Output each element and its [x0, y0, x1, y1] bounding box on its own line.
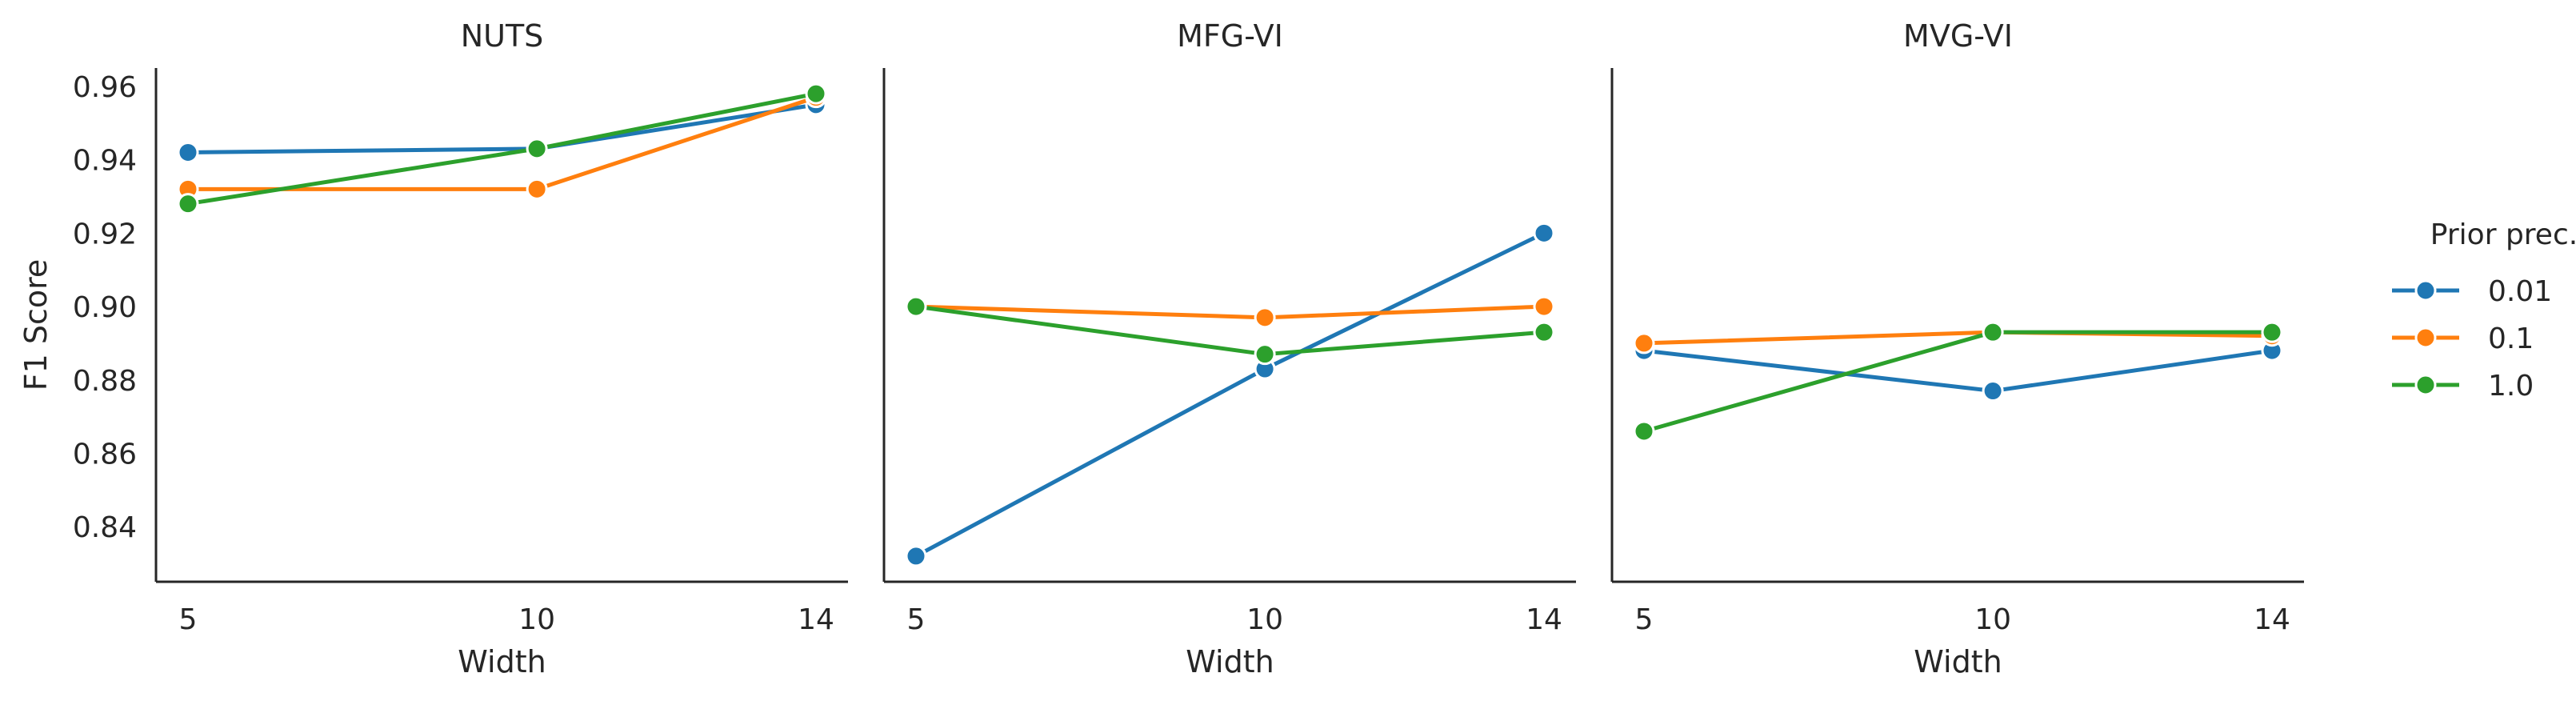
legend-title: Prior prec.: [2430, 218, 2576, 251]
data-point-0.1: [1533, 295, 1555, 318]
y-tick-label: 0.96: [73, 71, 137, 104]
legend-label: 1.0: [2488, 370, 2534, 403]
legend-marker-1.0: [2414, 374, 2437, 396]
y-tick-label: 0.94: [73, 145, 137, 178]
data-point-1.0: [1254, 343, 1276, 366]
data-point-1.0: [1533, 321, 1555, 343]
panel-title: NUTS: [461, 18, 544, 54]
panel-title: MFG-VI: [1177, 18, 1283, 54]
legend-marker-0.01: [2414, 279, 2437, 302]
y-tick-label: 0.84: [73, 511, 137, 544]
data-point-0.01: [1533, 222, 1555, 244]
data-point-1.0: [1982, 321, 2004, 343]
x-tick-label: 14: [2254, 603, 2290, 636]
series-line-0.01: [1643, 348, 2273, 394]
panel-title: MVG-VI: [1903, 18, 2013, 54]
y-tick-label: 0.90: [73, 291, 137, 324]
y-tick-label: 0.88: [73, 365, 137, 398]
data-point-1.0: [905, 295, 927, 318]
legend-label: 0.1: [2488, 322, 2534, 355]
series-line-0.1: [915, 304, 1545, 320]
data-point-1.0: [177, 193, 199, 215]
x-axis-label: Width: [458, 644, 546, 679]
x-axis-label: Width: [1914, 644, 2002, 679]
x-tick-label: 10: [1974, 603, 2011, 636]
data-point-1.0: [2261, 321, 2283, 343]
x-tick-label: 5: [179, 603, 198, 636]
data-point-0.01: [177, 141, 199, 163]
x-tick-label: 10: [518, 603, 555, 636]
series-line-0.01: [914, 231, 1546, 559]
x-tick-label: 10: [1246, 603, 1283, 636]
data-point-1.0: [1633, 420, 1655, 443]
data-point-1.0: [526, 138, 548, 160]
data-point-1.0: [805, 82, 827, 105]
x-axis-label: Width: [1186, 644, 1274, 679]
y-tick-label: 0.86: [73, 439, 137, 471]
x-tick-label: 14: [798, 603, 834, 636]
series-line-1.0: [1643, 330, 2272, 434]
data-point-0.1: [526, 178, 548, 200]
series-line-1.0: [915, 304, 1545, 357]
y-tick-label: 0.92: [73, 218, 137, 250]
x-tick-label: 5: [1635, 603, 1654, 636]
data-point-0.1: [1633, 332, 1655, 355]
data-point-0.01: [905, 545, 927, 567]
x-tick-label: 5: [907, 603, 926, 636]
legend-marker-0.1: [2414, 326, 2437, 349]
legend-label: 0.01: [2488, 275, 2552, 308]
data-point-0.01: [1982, 380, 2004, 403]
y-axis-label: F1 Score: [18, 259, 54, 391]
x-tick-label: 14: [1526, 603, 1562, 636]
data-point-0.1: [1254, 306, 1276, 329]
